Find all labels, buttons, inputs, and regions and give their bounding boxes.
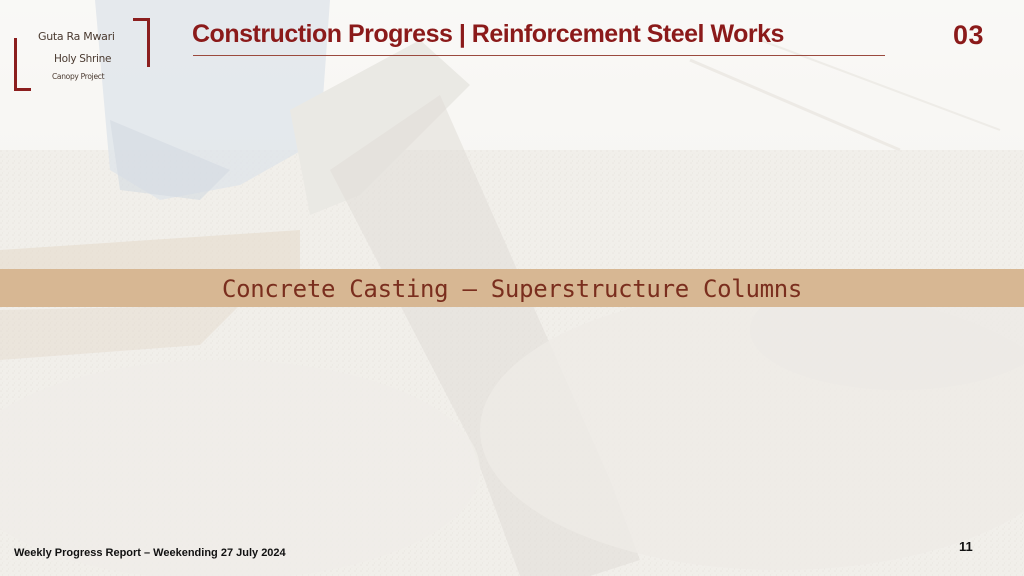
logo-line-3: Canopy Project (52, 72, 105, 81)
project-logo: Guta Ra Mwari Holy Shrine Canopy Project (12, 18, 152, 91)
title-underline (193, 55, 885, 56)
section-number: 03 (953, 20, 985, 50)
logo-line-1: Guta Ra Mwari (38, 30, 115, 43)
logo-line-2: Holy Shrine (54, 53, 112, 65)
slide-title: Construction Progress | Reinforcement St… (192, 20, 784, 48)
section-banner: Concrete Casting – Superstructure Column… (0, 269, 1024, 307)
logo-bracket-right (133, 18, 150, 67)
page-number: 11 (959, 539, 973, 554)
section-banner-text: Concrete Casting – Superstructure Column… (221, 275, 803, 303)
footer-report-label: Weekly Progress Report – Weekending 27 J… (14, 547, 286, 559)
logo-bracket-left (14, 38, 31, 91)
